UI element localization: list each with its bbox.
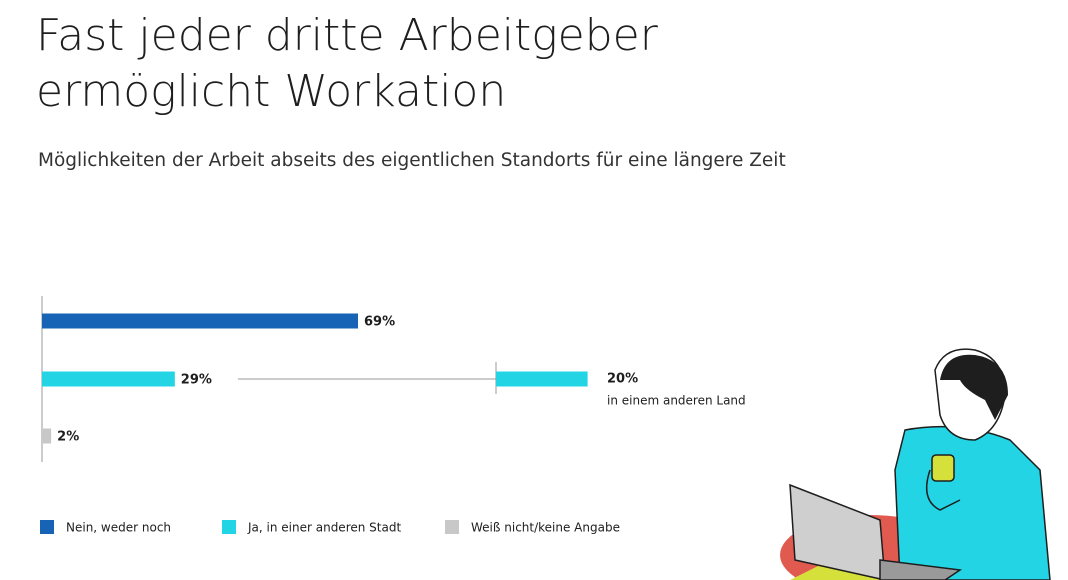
value-label: 2%	[57, 430, 79, 445]
bar	[42, 313, 358, 329]
legend-label: Weiß nicht/keine Angabe	[471, 521, 620, 535]
shirt	[894, 425, 1051, 580]
keyboard	[879, 559, 963, 580]
laptop	[789, 483, 886, 580]
breakout-bar	[496, 371, 588, 387]
legend-swatch	[40, 520, 54, 534]
illustration	[780, 348, 1051, 580]
chart-title: Fast jeder dritte Arbeitgeber ermöglicht…	[36, 10, 658, 117]
value-label: 69%	[364, 315, 395, 330]
breakout-value-label: 20%	[607, 372, 638, 387]
legend-label: Nein, weder noch	[66, 521, 171, 535]
ball	[790, 560, 880, 580]
value-label: 29%	[181, 373, 212, 388]
hair	[940, 354, 1008, 420]
legend-swatch	[445, 520, 459, 534]
arm	[925, 469, 961, 511]
bar	[42, 371, 175, 387]
legend-label: Ja, in einer anderen Stadt	[247, 521, 401, 535]
breakout-label: in einem anderen Land	[607, 394, 746, 408]
cup	[931, 454, 955, 482]
chart-subtitle: Möglichkeiten der Arbeit abseits des eig…	[38, 150, 786, 171]
legend-swatch	[222, 520, 236, 534]
bar	[42, 428, 52, 444]
